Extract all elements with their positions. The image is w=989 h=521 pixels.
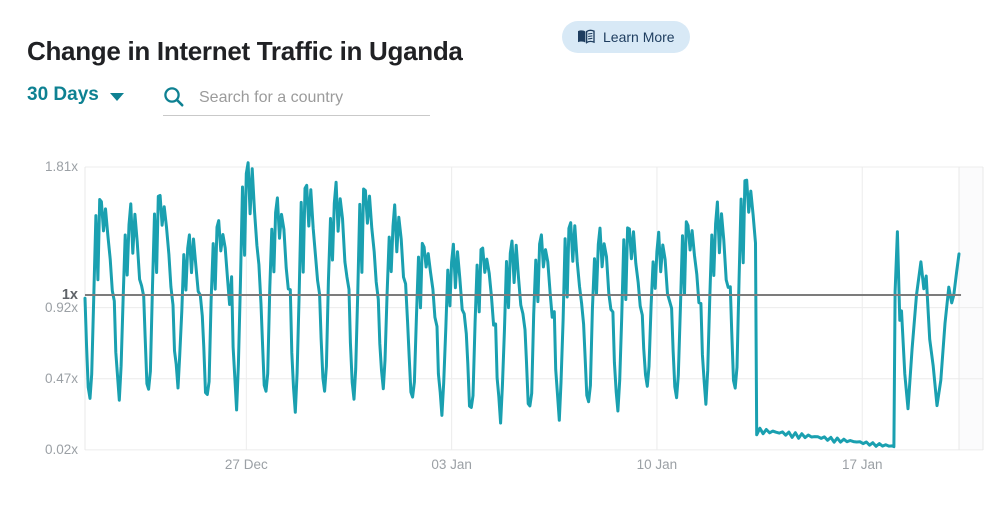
range-selector-dropdown[interactable]: 30 Days: [27, 84, 124, 106]
future-region: [959, 167, 983, 450]
search-input[interactable]: [197, 83, 429, 113]
page-title: Change in Internet Traffic in Uganda: [27, 36, 463, 67]
range-selector-label: 30 Days: [27, 84, 99, 105]
country-search: [163, 82, 430, 116]
learn-more-label: Learn More: [603, 29, 675, 45]
chevron-down-icon: [109, 92, 124, 101]
search-icon: [163, 86, 185, 108]
book-icon: [577, 29, 595, 45]
traffic-line: [83, 161, 961, 449]
learn-more-button[interactable]: Learn More: [562, 21, 690, 53]
